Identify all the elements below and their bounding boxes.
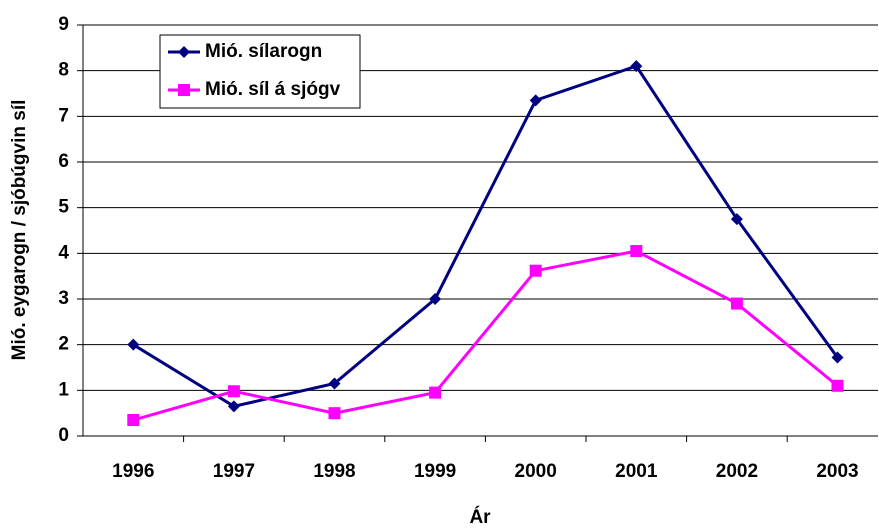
legend-marker (178, 84, 190, 96)
point (127, 338, 140, 351)
y-tick-label: 7 (58, 105, 69, 126)
y-tick-label: 3 (58, 288, 69, 309)
x-tick-label: 2000 (515, 461, 557, 482)
point (730, 213, 743, 226)
point (630, 245, 643, 258)
point (429, 386, 442, 399)
point (227, 400, 240, 413)
y-tick-label: 1 (58, 379, 69, 400)
legend (159, 34, 361, 109)
x-tick-label: 1999 (414, 461, 456, 482)
point (831, 351, 844, 364)
point (429, 293, 442, 305)
y-tick-label: 8 (58, 60, 69, 81)
point (328, 377, 341, 390)
x-tick-label: 1998 (313, 461, 355, 482)
point (831, 379, 844, 392)
point (529, 264, 542, 277)
legend-label: Mió. sílarogn (205, 41, 322, 62)
y-tick-label: 6 (58, 151, 69, 172)
point (227, 385, 240, 398)
point (730, 297, 743, 310)
x-tick-label: 2002 (716, 461, 758, 482)
y-tick-label: 5 (58, 197, 69, 218)
x-tick-label: 2003 (816, 461, 858, 482)
y-tick-label: 9 (58, 14, 69, 35)
series-line (132, 64, 839, 408)
x-tick-label: 1997 (213, 461, 255, 482)
y-axis-title: Mió. eygarogn / sjóbúgvin síl (9, 100, 30, 361)
x-tick-label: 1996 (112, 461, 154, 482)
point (630, 60, 643, 73)
x-axis-title: Ár (469, 506, 491, 528)
point (529, 94, 542, 107)
y-tick-label: 2 (58, 334, 69, 355)
point (127, 414, 140, 427)
y-tick-label: 0 (58, 425, 69, 446)
point (328, 407, 341, 420)
series-line (132, 249, 839, 422)
x-tick-label: 2001 (615, 461, 658, 482)
y-tick-label: 4 (58, 242, 69, 263)
legend-marker (178, 46, 190, 58)
legend-label: Mió. síl á sjógv (205, 79, 341, 100)
